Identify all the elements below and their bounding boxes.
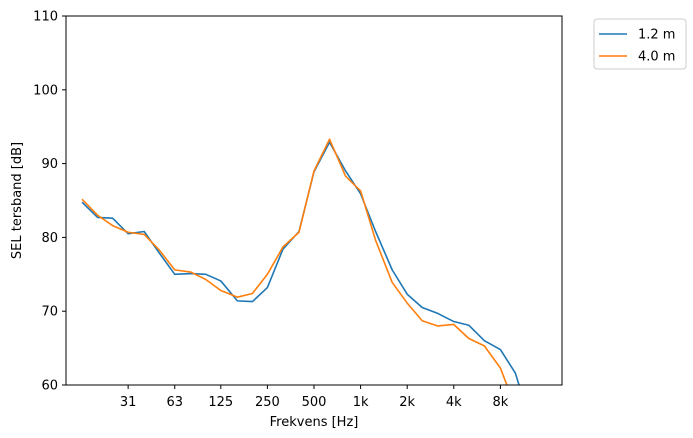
x-tick-label: 8k xyxy=(492,395,508,410)
x-axis-label: Frekvens [Hz] xyxy=(270,415,359,430)
x-tick-label: 2k xyxy=(399,395,415,410)
series-layer xyxy=(81,138,520,385)
x-tick-label: 500 xyxy=(302,395,327,410)
legend-label-1: 1.2 m xyxy=(638,28,675,43)
series-line-1 xyxy=(81,141,520,385)
y-axis-label: SEL tersband [dB] xyxy=(10,142,25,259)
legend-label-2: 4.0 m xyxy=(638,50,675,65)
x-tick-label: 4k xyxy=(446,395,462,410)
x-tick-label: 63 xyxy=(166,395,183,410)
y-tick-label: 70 xyxy=(41,305,58,320)
y-axis: 60 70 80 90 100 110 xyxy=(33,10,66,394)
x-axis: 31 63 125 250 500 1k 2k 4k 8k xyxy=(120,385,509,410)
y-tick-label: 100 xyxy=(33,83,58,98)
plot-frame xyxy=(65,15,563,386)
legend: 1.2 m 4.0 m xyxy=(593,18,687,70)
x-tick-label: 31 xyxy=(120,395,137,410)
series-line-2 xyxy=(81,138,508,385)
x-tick-label: 250 xyxy=(255,395,280,410)
y-tick-label: 80 xyxy=(41,231,58,246)
y-tick-label: 90 xyxy=(41,157,58,172)
y-tick-label: 110 xyxy=(33,10,58,25)
y-tick-label: 60 xyxy=(41,379,58,394)
x-tick-label: 125 xyxy=(208,395,233,410)
x-tick-label: 1k xyxy=(353,395,369,410)
